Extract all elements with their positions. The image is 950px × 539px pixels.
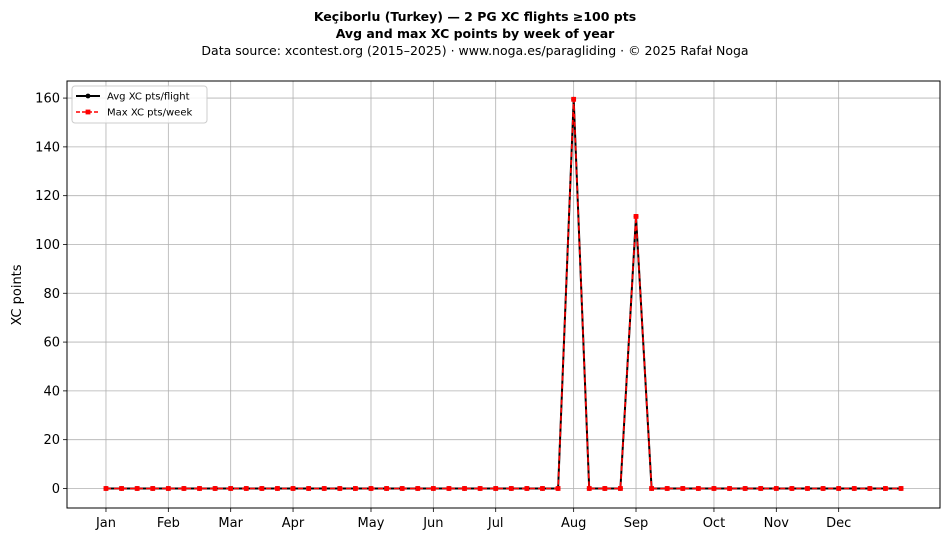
data-point-max — [306, 486, 312, 491]
y-tick-label: 0 — [52, 482, 60, 497]
x-tick-label: Jul — [487, 516, 504, 531]
data-point-max — [134, 486, 140, 491]
data-point-max — [197, 486, 202, 491]
data-point-max — [618, 486, 623, 491]
data-point-max — [493, 486, 499, 491]
data-point-max — [867, 486, 873, 491]
data-point-max — [399, 486, 405, 491]
data-point-max — [633, 214, 639, 219]
x-tick-label: Oct — [703, 516, 725, 531]
data-point-max — [415, 486, 421, 491]
y-tick-label: 120 — [35, 189, 60, 204]
data-point-max — [290, 486, 296, 491]
y-tick-label: 140 — [35, 140, 60, 155]
data-point-max — [508, 486, 514, 491]
data-point-max — [368, 486, 374, 491]
data-point-max — [353, 486, 358, 491]
data-point-max — [384, 486, 389, 491]
data-point-max — [898, 486, 904, 491]
data-point-max — [571, 96, 577, 102]
data-point-max — [586, 486, 592, 491]
data-point-max — [243, 486, 249, 491]
data-point-max — [321, 486, 327, 491]
y-axis-label: XC points — [10, 264, 25, 325]
legend-label-avg: Avg XC pts/flight — [107, 92, 190, 103]
data-point-max — [789, 486, 795, 491]
data-point-max — [165, 486, 171, 491]
y-tick-label: 20 — [43, 433, 60, 448]
data-point-max — [883, 486, 888, 491]
data-point-max — [711, 486, 717, 491]
plot-frame — [66, 80, 941, 509]
data-point-max — [664, 486, 670, 491]
legend: Avg XC pts/flight Max XC pts/week — [71, 85, 208, 124]
data-point-max — [680, 486, 686, 491]
data-point-max — [477, 486, 483, 491]
data-point-max — [695, 486, 701, 491]
legend-marker-max — [85, 109, 91, 115]
legend-label-max: Max XC pts/week — [107, 108, 192, 119]
data-point-max — [119, 486, 124, 491]
x-tick-label: May — [358, 516, 385, 531]
data-point-max — [727, 486, 732, 491]
data-point-max — [742, 486, 748, 491]
data-point-max — [446, 486, 452, 491]
chart-subtitle: Avg and max XC points by week of year — [335, 26, 615, 41]
data-point-max — [649, 486, 654, 491]
x-tick-label: Dec — [826, 516, 851, 531]
data-point-max — [181, 486, 187, 491]
data-point-max — [275, 486, 280, 491]
data-point-max — [773, 486, 779, 491]
data-point-max — [259, 486, 265, 491]
data-point-max — [337, 486, 343, 491]
data-point-max — [430, 486, 436, 491]
series-line-avg — [106, 98, 901, 490]
data-point-max — [602, 486, 608, 491]
data-point-max — [540, 486, 545, 491]
x-tick-label: Apr — [282, 516, 305, 531]
data-point-max — [103, 486, 109, 491]
x-tick-label: Sep — [624, 516, 649, 531]
series-line-max — [106, 98, 901, 490]
grid-lines — [67, 81, 940, 508]
data-point-max — [555, 486, 561, 491]
data-point-max — [462, 486, 467, 491]
x-axis: Jan Feb Mar Apr May Jun Jul Aug Sep Oct Nov Dec — [95, 508, 851, 531]
data-point-max — [212, 486, 218, 491]
data-point-max — [228, 486, 234, 491]
chart-source: Data source: xcontest.org (2015–2025) · … — [201, 43, 749, 58]
x-tick-label: Aug — [561, 516, 586, 531]
y-tick-label: 60 — [43, 336, 60, 351]
y-tick-label: 80 — [43, 287, 60, 302]
series-layer — [103, 96, 904, 491]
x-tick-label: Mar — [218, 516, 243, 531]
x-tick-label: Jan — [95, 516, 116, 531]
legend-marker-avg — [85, 93, 91, 99]
data-point-max — [836, 486, 842, 491]
data-point-max — [524, 486, 530, 491]
chart-title: Keçiborlu (Turkey) — 2 PG XC flights ≥10… — [313, 9, 637, 24]
data-point-max — [805, 486, 810, 491]
data-point-max — [758, 486, 764, 491]
y-tick-label: 100 — [35, 238, 60, 253]
y-tick-label: 160 — [35, 92, 60, 107]
data-point-max — [820, 486, 826, 491]
chart-titles: Keçiborlu (Turkey) — 2 PG XC flights ≥10… — [0, 8, 950, 60]
y-axis: 0 20 40 60 80 100 120 140 160 — [35, 92, 67, 497]
y-tick-label: 40 — [43, 384, 60, 399]
x-tick-label: Nov — [764, 516, 790, 531]
legend-box — [71, 85, 208, 124]
x-tick-label: Jun — [422, 516, 443, 531]
x-tick-label: Feb — [157, 516, 180, 531]
data-point-max — [150, 486, 156, 491]
data-point-max — [851, 486, 857, 491]
